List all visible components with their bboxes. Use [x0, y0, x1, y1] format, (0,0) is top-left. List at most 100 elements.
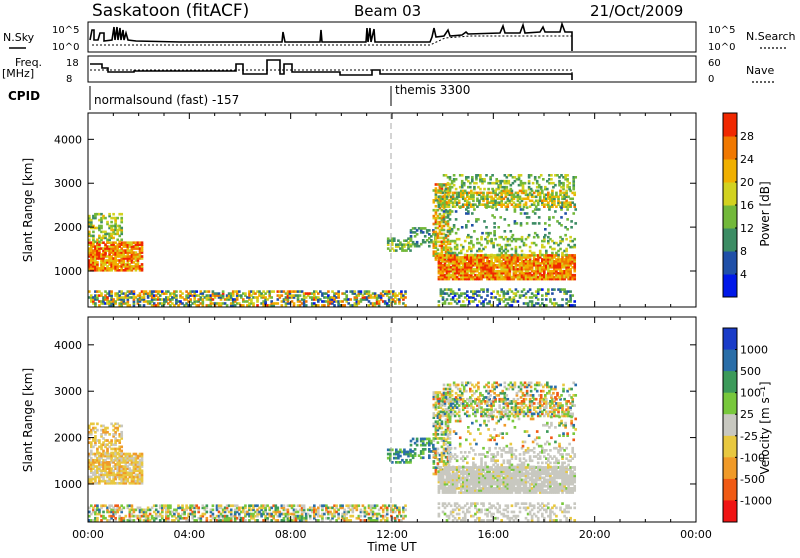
scatter-cell	[571, 198, 574, 201]
scatter-cell	[528, 216, 531, 219]
cpid-segment-2: themis 3300	[395, 83, 470, 97]
scatter-cell	[531, 300, 534, 303]
scatter-cell	[96, 429, 99, 432]
nave-label: Nave	[746, 64, 774, 77]
scatter-cell	[443, 184, 446, 187]
scatter-cell	[345, 290, 348, 293]
scatter-cell	[404, 504, 407, 507]
scatter-cell	[562, 182, 565, 185]
scatter-cell	[141, 453, 144, 456]
scatter-cell	[404, 304, 407, 307]
scatter-cell	[493, 230, 496, 233]
scatter-cell	[530, 174, 533, 177]
scatter-cell	[323, 304, 326, 307]
scatter-cell	[472, 244, 475, 247]
scatter-cell	[473, 230, 476, 233]
scatter-cell	[486, 294, 489, 297]
scatter-cell	[414, 452, 417, 455]
scatter-cell	[545, 304, 548, 307]
scatter-cell	[141, 241, 144, 244]
scatter-cell	[120, 431, 123, 434]
nsky-panel-frame	[88, 22, 696, 52]
scatter-cell	[462, 300, 465, 303]
scatter-cell	[222, 290, 225, 293]
scatter-cell	[528, 180, 531, 183]
scatter-cell	[212, 513, 215, 516]
scatter-cell	[571, 294, 574, 297]
scatter-cell	[535, 244, 538, 247]
scatter-cell	[169, 504, 172, 507]
scatter-cell	[561, 238, 564, 241]
scatter-cell	[520, 222, 523, 225]
scatter-cell	[462, 246, 465, 249]
scatter-cell	[455, 218, 458, 221]
scatter-cell	[560, 216, 563, 219]
scatter-cell	[197, 507, 200, 510]
scatter-cell	[458, 200, 461, 203]
scatter-cell	[438, 300, 441, 303]
scatter-cell	[447, 182, 450, 185]
scatter-cell	[428, 229, 431, 232]
scatter-cell	[404, 296, 407, 299]
scatter-cell	[541, 288, 544, 291]
scatter-cell	[110, 290, 113, 293]
scatter-cell	[341, 504, 344, 507]
scatter-cell	[506, 186, 509, 189]
scatter-cell	[538, 222, 541, 225]
scatter-cell	[287, 509, 290, 512]
scatter-cell	[530, 188, 533, 191]
scatter-cell	[493, 222, 496, 225]
scatter-cell	[464, 240, 467, 243]
scatter-cell	[305, 300, 308, 303]
scatter-cell	[120, 213, 123, 216]
scatter-cell	[96, 517, 99, 520]
scatter-cell	[544, 234, 547, 237]
scatter-cell	[565, 238, 568, 241]
freq-label-line2: [MHz]	[2, 67, 34, 80]
scatter-cell	[525, 201, 528, 204]
scatter-cell	[455, 232, 458, 235]
cpid-label: CPID	[8, 89, 40, 103]
date-title: 21/Oct/2009	[590, 2, 683, 20]
scatter-cell	[309, 515, 312, 518]
scatter-cell	[435, 205, 438, 208]
scatter-cell	[400, 290, 403, 293]
freq-tick-top: 18	[66, 58, 79, 69]
scatter-cell	[395, 249, 398, 252]
scatter-cell	[512, 234, 515, 237]
scatter-cell	[508, 224, 511, 227]
scatter-cell	[389, 453, 392, 456]
scatter-cell	[566, 178, 569, 181]
scatter-cell	[566, 218, 569, 221]
scatter-cell	[433, 460, 436, 463]
scatter-cell	[449, 460, 452, 463]
scatter-cell	[447, 210, 450, 213]
scatter-cell	[449, 441, 452, 444]
scatter-cell	[453, 224, 456, 227]
scatter-cell	[441, 420, 444, 423]
scatter-cell	[548, 224, 551, 227]
scatter-cell	[114, 517, 117, 520]
scatter-cell	[110, 439, 113, 442]
scatter-cell	[450, 248, 453, 251]
scatter-cell	[398, 507, 401, 510]
scatter-cell	[141, 263, 144, 266]
scatter-cell	[532, 182, 535, 185]
scatter-cell	[536, 180, 539, 183]
scatter-cell	[110, 221, 113, 224]
scatter-cell	[244, 504, 247, 507]
scatter-cell	[569, 290, 572, 293]
scatter-cell	[540, 186, 543, 189]
nsearch-tick-top: 10^5	[708, 25, 735, 36]
scatter-cell	[573, 238, 576, 241]
scatter-cell	[453, 174, 456, 177]
scatter-cell	[574, 222, 577, 225]
scatter-cell	[313, 504, 316, 507]
scatter-cell	[193, 511, 196, 514]
scatter-cell	[534, 222, 537, 225]
scatter-cell	[493, 216, 496, 219]
power-heatmap	[88, 174, 577, 307]
scatter-cell	[504, 230, 507, 233]
scatter-cell	[189, 298, 192, 301]
scatter-cell	[464, 304, 467, 307]
